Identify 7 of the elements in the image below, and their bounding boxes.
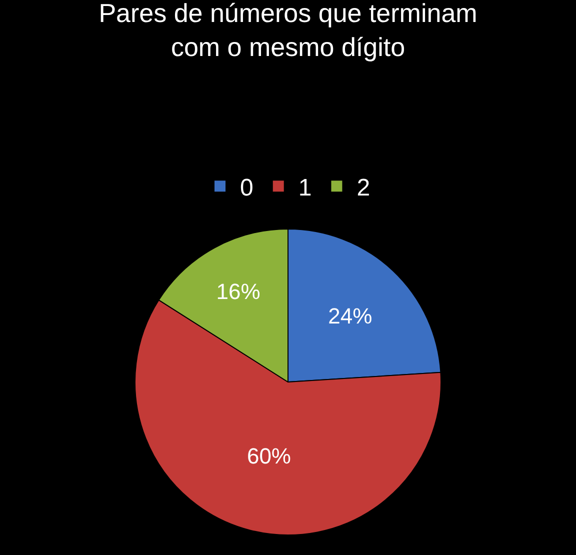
chart-title: Pares de números que terminam com o mesmo dígito xyxy=(98,0,478,62)
data-label: 24% xyxy=(328,303,372,328)
legend-label: 0 xyxy=(240,174,254,202)
data-label: 60% xyxy=(246,444,291,469)
legend-label: 2 xyxy=(356,174,370,202)
legend-label: 1 xyxy=(298,174,312,202)
data-label: 16% xyxy=(216,279,260,304)
